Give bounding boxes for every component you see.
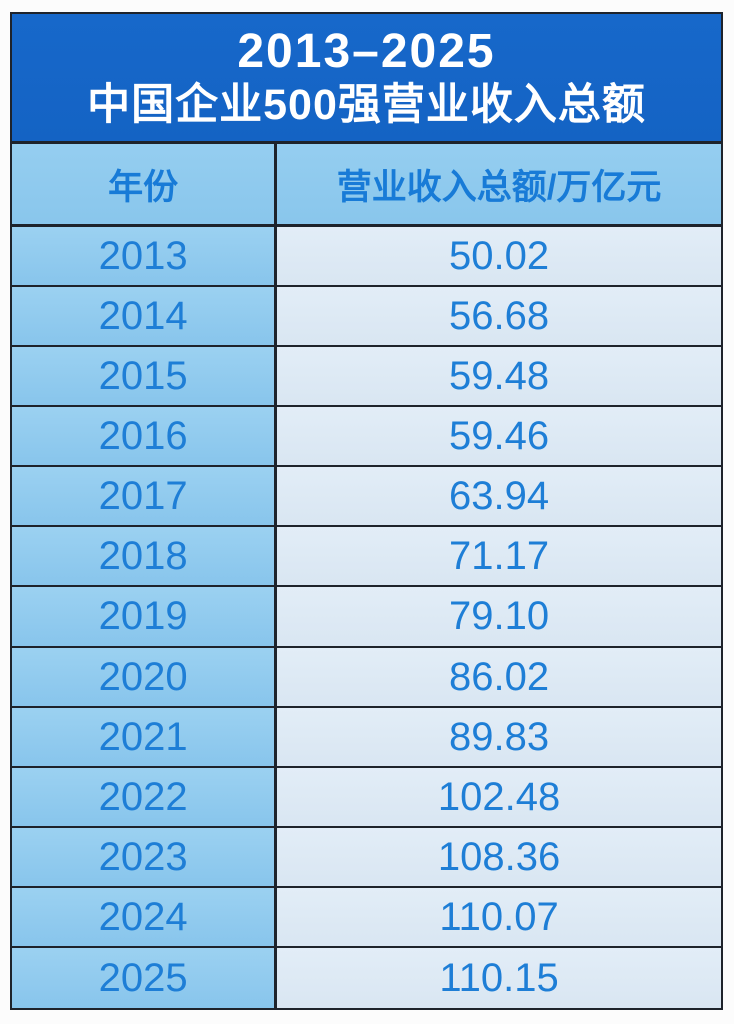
- table-row: 2019 79.10: [12, 587, 721, 648]
- table-row: 2017 63.94: [12, 467, 721, 528]
- revenue-cell: 71.17: [277, 527, 721, 586]
- table-row: 2013 50.02: [12, 227, 721, 288]
- table-header-row: 年份 营业收入总额/万亿元: [12, 144, 721, 227]
- year-cell: 2014: [12, 287, 278, 346]
- table-row: 2021 89.83: [12, 707, 721, 768]
- revenue-cell: 108.36: [277, 827, 721, 886]
- year-cell: 2018: [12, 527, 278, 586]
- table-row: 2015 59.48: [12, 347, 721, 408]
- revenue-cell: 110.15: [277, 947, 721, 1008]
- year-cell: 2019: [12, 587, 278, 646]
- table-row: 2018 71.17: [12, 527, 721, 588]
- column-header-year: 年份: [12, 144, 278, 224]
- revenue-cell: 110.07: [277, 887, 721, 946]
- revenue-cell: 59.48: [277, 347, 721, 406]
- table-row: 2022 102.48: [12, 767, 721, 828]
- revenue-cell: 50.02: [277, 227, 721, 286]
- year-cell: 2021: [12, 707, 278, 766]
- year-cell: 2015: [12, 347, 278, 406]
- revenue-table: 2013–2025 中国企业500强营业收入总额 年份 营业收入总额/万亿元 2…: [10, 12, 723, 1010]
- revenue-cell: 56.68: [277, 287, 721, 346]
- year-cell: 2023: [12, 827, 278, 886]
- revenue-cell: 79.10: [277, 587, 721, 646]
- revenue-cell: 63.94: [277, 467, 721, 526]
- revenue-cell: 59.46: [277, 407, 721, 466]
- table-row: 2024 110.07: [12, 887, 721, 948]
- year-cell: 2013: [12, 227, 278, 286]
- revenue-cell: 89.83: [277, 707, 721, 766]
- table-row: 2020 86.02: [12, 647, 721, 708]
- table-title-banner: 2013–2025 中国企业500强营业收入总额: [12, 14, 721, 144]
- table-row: 2025 110.15: [12, 947, 721, 1008]
- year-cell: 2025: [12, 947, 278, 1008]
- table-row: 2023 108.36: [12, 827, 721, 888]
- table-row: 2014 56.68: [12, 287, 721, 348]
- revenue-cell: 86.02: [277, 647, 721, 706]
- revenue-cell: 102.48: [277, 767, 721, 826]
- year-cell: 2024: [12, 887, 278, 946]
- table-body: 2013 50.02 2014 56.68 2015 59.48 2016 59…: [12, 227, 721, 1008]
- year-cell: 2017: [12, 467, 278, 526]
- year-cell: 2016: [12, 407, 278, 466]
- year-cell: 2020: [12, 647, 278, 706]
- title-subject: 中国企业500强营业收入总额: [87, 81, 646, 129]
- column-header-revenue: 营业收入总额/万亿元: [336, 167, 662, 207]
- year-cell: 2022: [12, 767, 278, 826]
- title-years-range: 2013–2025: [237, 25, 496, 78]
- table-row: 2016 59.46: [12, 407, 721, 468]
